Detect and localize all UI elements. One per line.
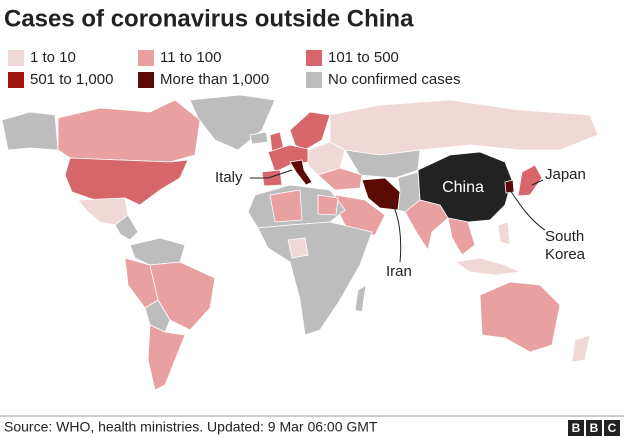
country — [249, 131, 269, 145]
country — [453, 257, 522, 276]
leader-line — [389, 199, 402, 263]
legend: 1 to 10 11 to 100 101 to 500 501 to 1,000 Mo… — [8, 49, 461, 88]
country — [287, 237, 309, 259]
legend-label: 1 to 10 — [30, 49, 76, 66]
country — [57, 99, 201, 163]
label-china: China — [442, 179, 484, 196]
country — [114, 214, 139, 241]
country — [289, 111, 331, 151]
legend-swatch — [138, 72, 154, 88]
country — [317, 167, 363, 191]
country — [317, 194, 339, 216]
legend-label: No confirmed cases — [328, 71, 461, 88]
logo-block — [568, 420, 584, 436]
country — [269, 189, 303, 223]
country — [334, 194, 386, 236]
country — [257, 221, 373, 336]
country — [64, 157, 189, 206]
leader-line — [509, 189, 546, 231]
legend-label: 101 to 500 — [328, 49, 399, 66]
world-map — [1, 94, 599, 391]
label-italy: Italy — [215, 169, 243, 186]
legend-label: 501 to 1,000 — [30, 71, 113, 88]
title: Cases of coronavirus outside China — [4, 5, 414, 32]
leader-line — [250, 169, 293, 179]
logo-block — [604, 420, 620, 436]
country — [517, 164, 543, 197]
source: Source: WHO, health ministries. Updated:… — [4, 419, 378, 435]
logo-letter: B — [590, 421, 599, 435]
country — [1, 111, 59, 151]
legend-label: 11 to 100 — [160, 49, 221, 66]
country — [497, 221, 511, 246]
country — [571, 334, 591, 363]
country — [261, 169, 283, 187]
country — [329, 99, 599, 156]
label-iran: Iran — [386, 263, 412, 280]
logo-block — [586, 420, 602, 436]
country — [504, 179, 515, 194]
label-japan: Japan — [545, 166, 586, 183]
country — [289, 159, 313, 186]
legend-swatch — [8, 50, 24, 66]
label-south-korea: South — [545, 228, 584, 245]
country — [144, 299, 171, 333]
logo-letter: C — [608, 421, 617, 435]
country — [447, 217, 476, 256]
legend-label: More than 1,000 — [160, 71, 269, 88]
country — [147, 324, 186, 391]
logo-letter: B — [572, 421, 581, 435]
country — [479, 281, 561, 353]
country-china — [417, 151, 513, 223]
legend-swatch — [8, 72, 24, 88]
label-south-korea: Korea — [545, 246, 586, 263]
annotations: Italy Iran Japan South Korea China — [215, 166, 586, 280]
legend-swatch — [306, 50, 322, 66]
legend-swatch — [138, 50, 154, 66]
leader-line — [531, 179, 544, 186]
legend-swatch — [306, 72, 322, 88]
country — [129, 237, 186, 266]
country — [354, 284, 367, 313]
